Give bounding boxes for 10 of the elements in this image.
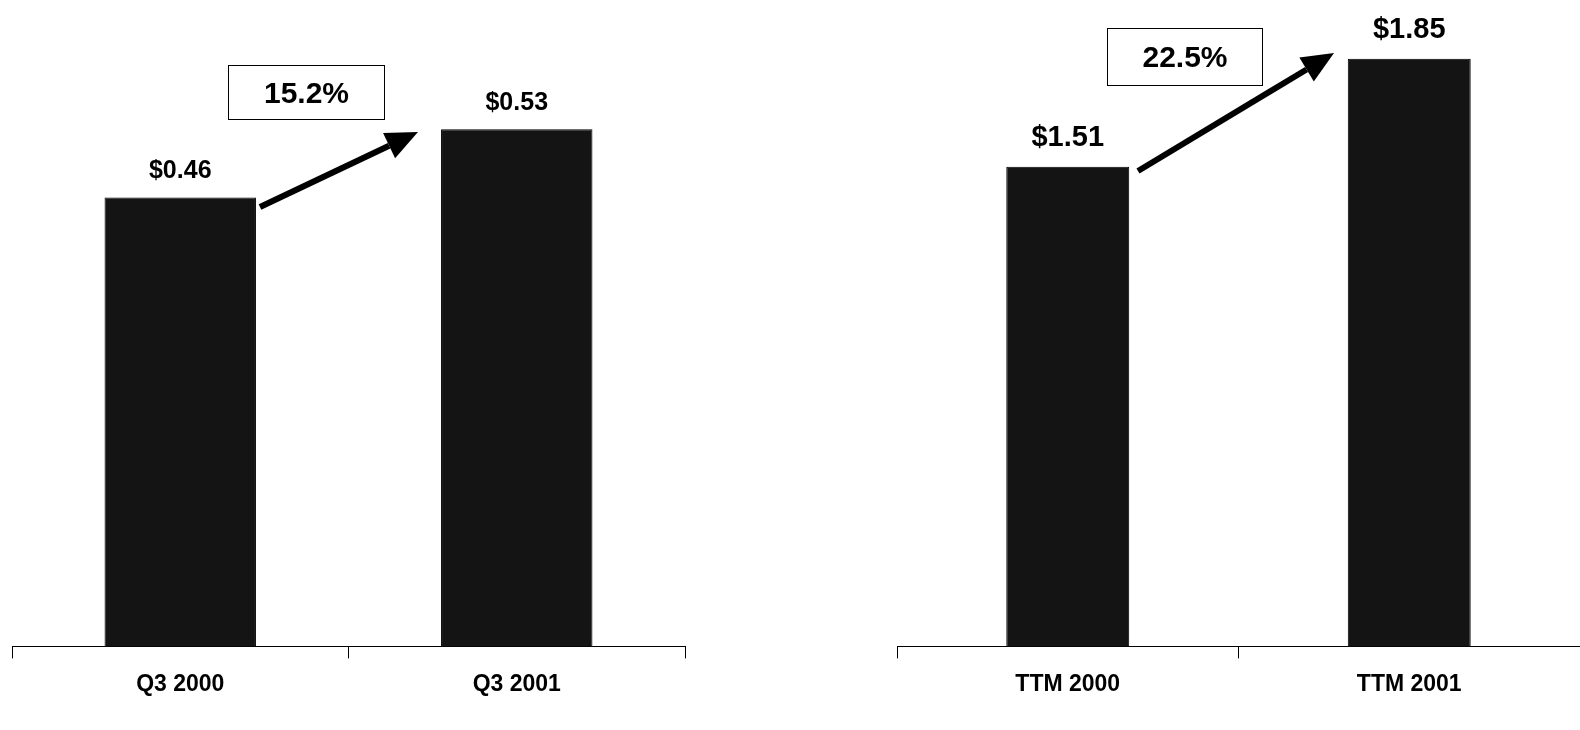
x-tick-label: Q3 2001 [472,669,562,696]
text-box: 15.2% [228,65,385,120]
data-label: $1.85 [1372,12,1446,45]
data-label: $0.53 [485,86,549,115]
data-label: $1.51 [1031,120,1105,153]
text-box: 22.5% [1107,28,1263,86]
x-tick-label: Q3 2000 [136,669,225,696]
data-label: $0.46 [148,154,212,183]
x-tick-label: TTM 2001 [1356,669,1462,696]
x-tick-label: TTM 2000 [1015,669,1121,696]
